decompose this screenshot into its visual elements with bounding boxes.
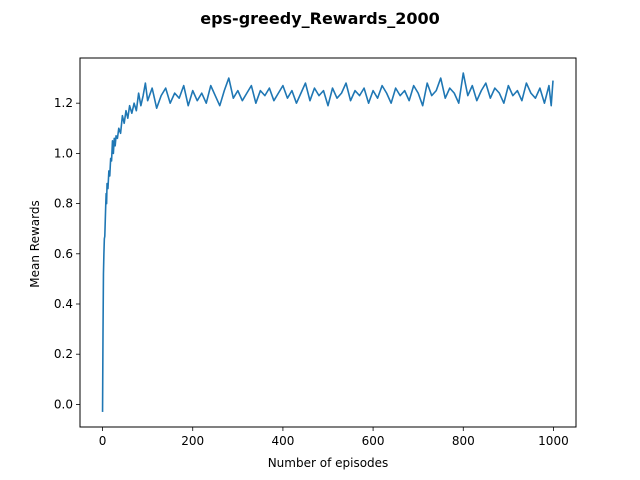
series-layer <box>101 72 554 412</box>
series-line <box>101 72 554 412</box>
y-tick-label: 1.0 <box>54 146 73 160</box>
x-axis-ticks: 0 200 400 600 800 1000 <box>99 427 569 448</box>
y-tick-label: 1.2 <box>54 96 73 110</box>
y-axis-label: Mean Rewards <box>28 200 42 287</box>
x-tick-label: 600 <box>362 434 385 448</box>
y-axis-ticks: 0.0 0.2 0.4 0.6 0.8 1.0 1.2 <box>54 96 80 411</box>
y-tick-label: 0.4 <box>54 297 73 311</box>
y-tick-label: 0.2 <box>54 347 73 361</box>
y-tick-label: 0.8 <box>54 197 73 211</box>
x-axis-label: Number of episodes <box>268 456 389 470</box>
x-tick-label: 400 <box>271 434 294 448</box>
chart-title: eps-greedy_Rewards_2000 <box>200 9 440 28</box>
y-tick-label: 0.6 <box>54 247 73 261</box>
x-tick-label: 200 <box>181 434 204 448</box>
x-tick-label: 800 <box>452 434 475 448</box>
y-tick-label: 0.0 <box>54 397 73 411</box>
x-tick-label: 0 <box>99 434 107 448</box>
axes-frame <box>79 57 577 428</box>
x-tick-label: 1000 <box>538 434 569 448</box>
plot-area <box>79 57 577 428</box>
